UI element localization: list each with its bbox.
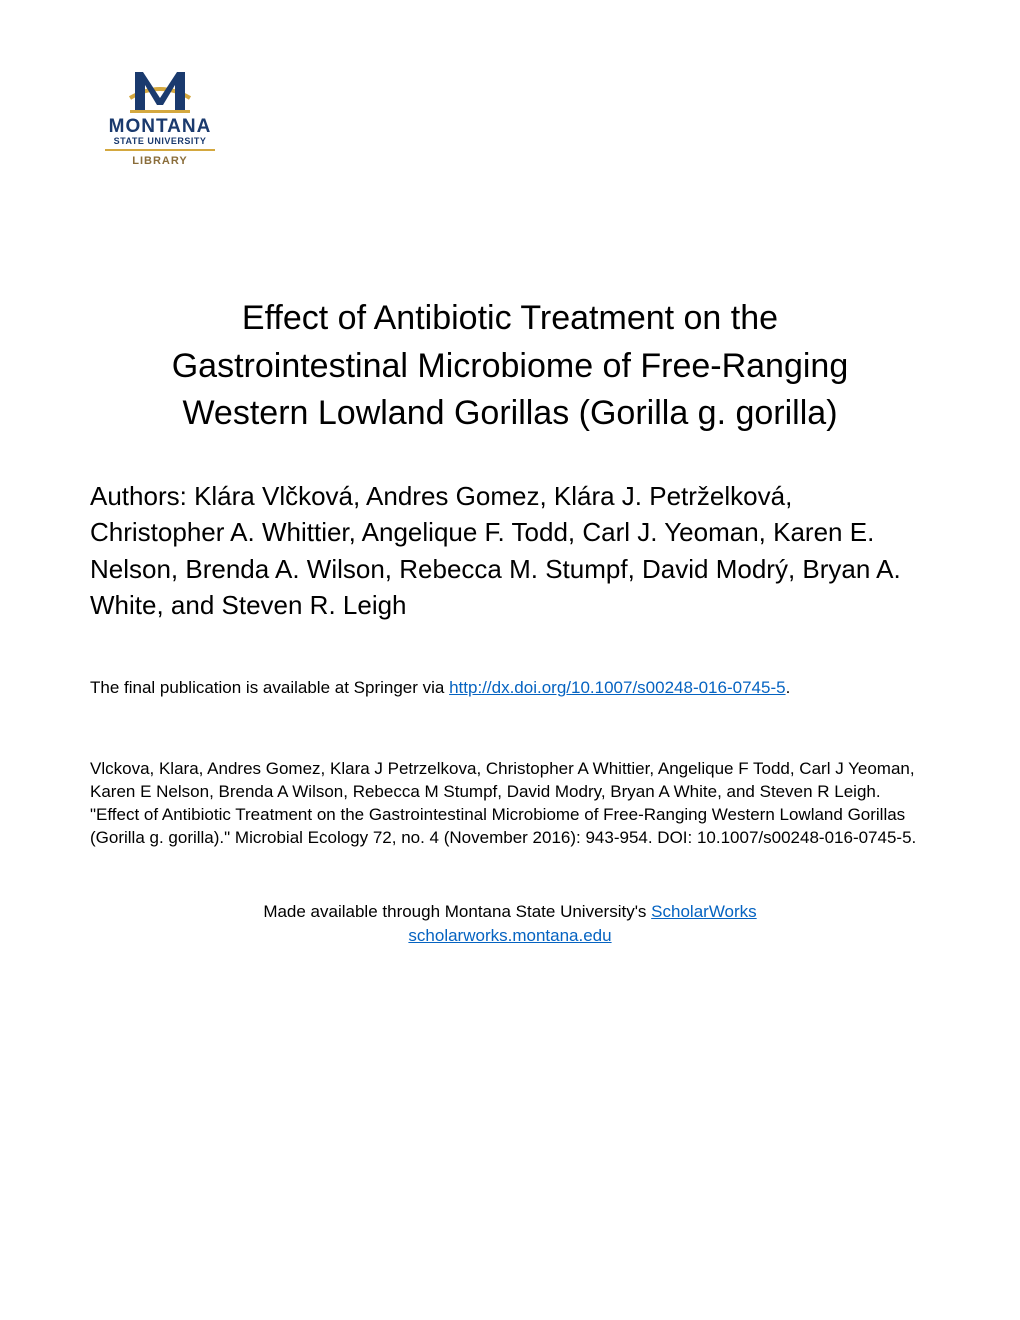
logo-container: MONTANA STATE UNIVERSITY LIBRARY [90,60,930,175]
footer-prefix-text: Made available through Montana State Uni… [263,902,651,921]
svg-text:MONTANA: MONTANA [109,116,212,137]
paper-title: Effect of Antibiotic Treatment on the Ga… [90,295,930,438]
scholarworks-footer: Made available through Montana State Uni… [90,900,930,948]
svg-text:LIBRARY: LIBRARY [132,155,187,167]
springer-doi-link[interactable]: http://dx.doi.org/10.1007/s00248-016-074… [449,678,785,697]
springer-availability-note: The final publication is available at Sp… [90,678,930,698]
authors-label: Authors: [90,481,194,511]
montana-state-library-logo: MONTANA STATE UNIVERSITY LIBRARY [90,60,230,170]
authors-names: Klára Vlčková, Andres Gomez, Klára J. Pe… [90,481,901,620]
springer-suffix-text: . [786,678,791,697]
scholarworks-domain-link[interactable]: scholarworks.montana.edu [408,926,611,945]
scholarworks-link[interactable]: ScholarWorks [651,902,757,921]
svg-text:STATE UNIVERSITY: STATE UNIVERSITY [114,136,207,146]
springer-prefix-text: The final publication is available at Sp… [90,678,449,697]
authors-list: Authors: Klára Vlčková, Andres Gomez, Kl… [90,478,930,624]
full-citation: Vlckova, Klara, Andres Gomez, Klara J Pe… [90,758,930,850]
